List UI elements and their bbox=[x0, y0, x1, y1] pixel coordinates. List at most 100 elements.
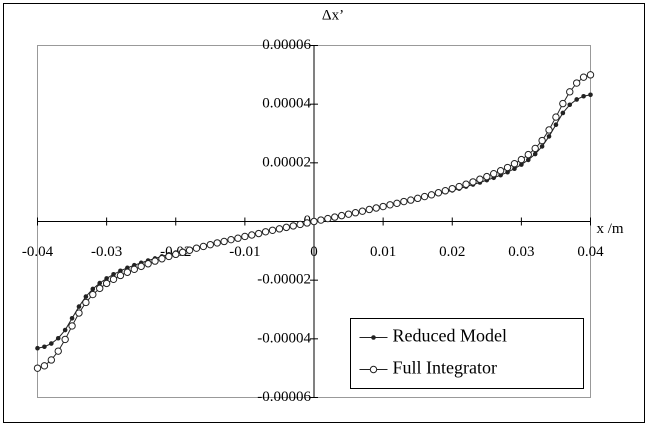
data-point bbox=[178, 248, 187, 257]
data-point bbox=[413, 194, 422, 203]
data-point bbox=[97, 280, 103, 286]
data-point bbox=[546, 134, 552, 139]
data-point bbox=[261, 228, 270, 236]
data-point bbox=[358, 207, 367, 215]
data-point bbox=[331, 213, 339, 221]
y-tick-label: 0.00004 bbox=[262, 96, 311, 112]
data-point bbox=[68, 322, 76, 330]
data-point bbox=[567, 102, 573, 108]
data-point bbox=[344, 210, 353, 218]
data-point bbox=[427, 191, 436, 199]
data-point bbox=[553, 122, 559, 127]
data-point bbox=[393, 199, 401, 208]
data-point bbox=[104, 276, 109, 281]
data-point bbox=[400, 197, 408, 206]
data-point bbox=[96, 284, 104, 293]
data-point bbox=[111, 272, 116, 277]
data-point bbox=[83, 294, 89, 299]
data-point bbox=[420, 192, 429, 201]
data-point bbox=[574, 97, 579, 102]
data-point bbox=[69, 316, 75, 321]
data-point bbox=[282, 223, 291, 232]
data-point bbox=[588, 92, 593, 98]
data-point bbox=[496, 167, 505, 175]
data-point bbox=[55, 335, 61, 341]
data-point bbox=[372, 204, 380, 212]
x-axis-label: x /m bbox=[597, 221, 624, 237]
data-point bbox=[525, 157, 531, 163]
data-point bbox=[165, 252, 173, 261]
data-point bbox=[490, 169, 498, 178]
data-point bbox=[206, 240, 215, 249]
data-point bbox=[185, 246, 194, 254]
data-point bbox=[503, 163, 512, 172]
x-tick-label: -0.04 bbox=[22, 244, 54, 260]
data-point bbox=[220, 237, 228, 246]
data-point bbox=[102, 279, 111, 288]
y-tick-label: -0.00006 bbox=[257, 389, 311, 405]
data-point bbox=[505, 169, 510, 175]
data-point bbox=[448, 184, 456, 193]
data-point bbox=[512, 166, 517, 171]
data-point bbox=[109, 275, 118, 283]
data-point bbox=[532, 151, 538, 157]
data-point bbox=[538, 136, 546, 145]
data-point bbox=[469, 178, 477, 186]
data-point bbox=[476, 175, 484, 183]
data-point bbox=[441, 187, 450, 195]
data-point bbox=[579, 73, 588, 81]
data-point bbox=[130, 265, 138, 274]
data-point bbox=[192, 244, 201, 252]
data-point bbox=[434, 189, 443, 197]
data-point bbox=[144, 260, 152, 268]
data-point bbox=[560, 110, 566, 116]
data-point bbox=[462, 180, 470, 188]
data-point bbox=[172, 250, 180, 259]
data-point bbox=[62, 327, 68, 333]
data-point bbox=[545, 126, 553, 134]
data-point bbox=[303, 219, 311, 227]
data-point bbox=[289, 222, 297, 230]
x-tick-label: -0.03 bbox=[91, 244, 122, 260]
data-point bbox=[581, 93, 586, 99]
data-point bbox=[517, 155, 526, 164]
data-point bbox=[566, 88, 574, 96]
data-point bbox=[35, 345, 40, 351]
data-point bbox=[61, 335, 69, 344]
data-point bbox=[337, 211, 346, 220]
data-point bbox=[552, 113, 560, 121]
data-point bbox=[213, 239, 221, 247]
data-point bbox=[89, 290, 97, 299]
data-point bbox=[255, 229, 263, 238]
data-point bbox=[483, 172, 491, 181]
data-point bbox=[510, 160, 519, 168]
data-point bbox=[310, 217, 318, 226]
data-point bbox=[75, 309, 83, 317]
y-tick-label: 0.00002 bbox=[262, 154, 311, 170]
data-point bbox=[586, 71, 595, 79]
data-point bbox=[268, 226, 277, 235]
legend-marker bbox=[369, 365, 378, 374]
x-tick-label: 0.02 bbox=[439, 244, 465, 260]
data-point bbox=[296, 220, 304, 229]
data-point bbox=[90, 286, 96, 292]
data-point bbox=[365, 205, 373, 214]
data-point bbox=[158, 255, 166, 263]
data-point bbox=[317, 216, 325, 224]
data-point bbox=[54, 347, 62, 355]
data-point bbox=[82, 298, 90, 307]
legend-label: Full Integrator bbox=[393, 358, 497, 378]
data-point bbox=[118, 268, 123, 274]
data-point bbox=[379, 202, 387, 211]
legend-marker bbox=[371, 335, 376, 340]
data-point bbox=[42, 344, 47, 350]
data-point bbox=[76, 304, 82, 309]
data-point bbox=[40, 362, 49, 370]
x-tick-label: 0.01 bbox=[370, 244, 396, 260]
y-axis-label: Δx’ bbox=[322, 7, 344, 23]
data-point bbox=[539, 144, 545, 149]
legend-box bbox=[350, 318, 584, 389]
data-point bbox=[275, 225, 284, 233]
data-point bbox=[572, 79, 581, 87]
data-point bbox=[234, 234, 242, 242]
